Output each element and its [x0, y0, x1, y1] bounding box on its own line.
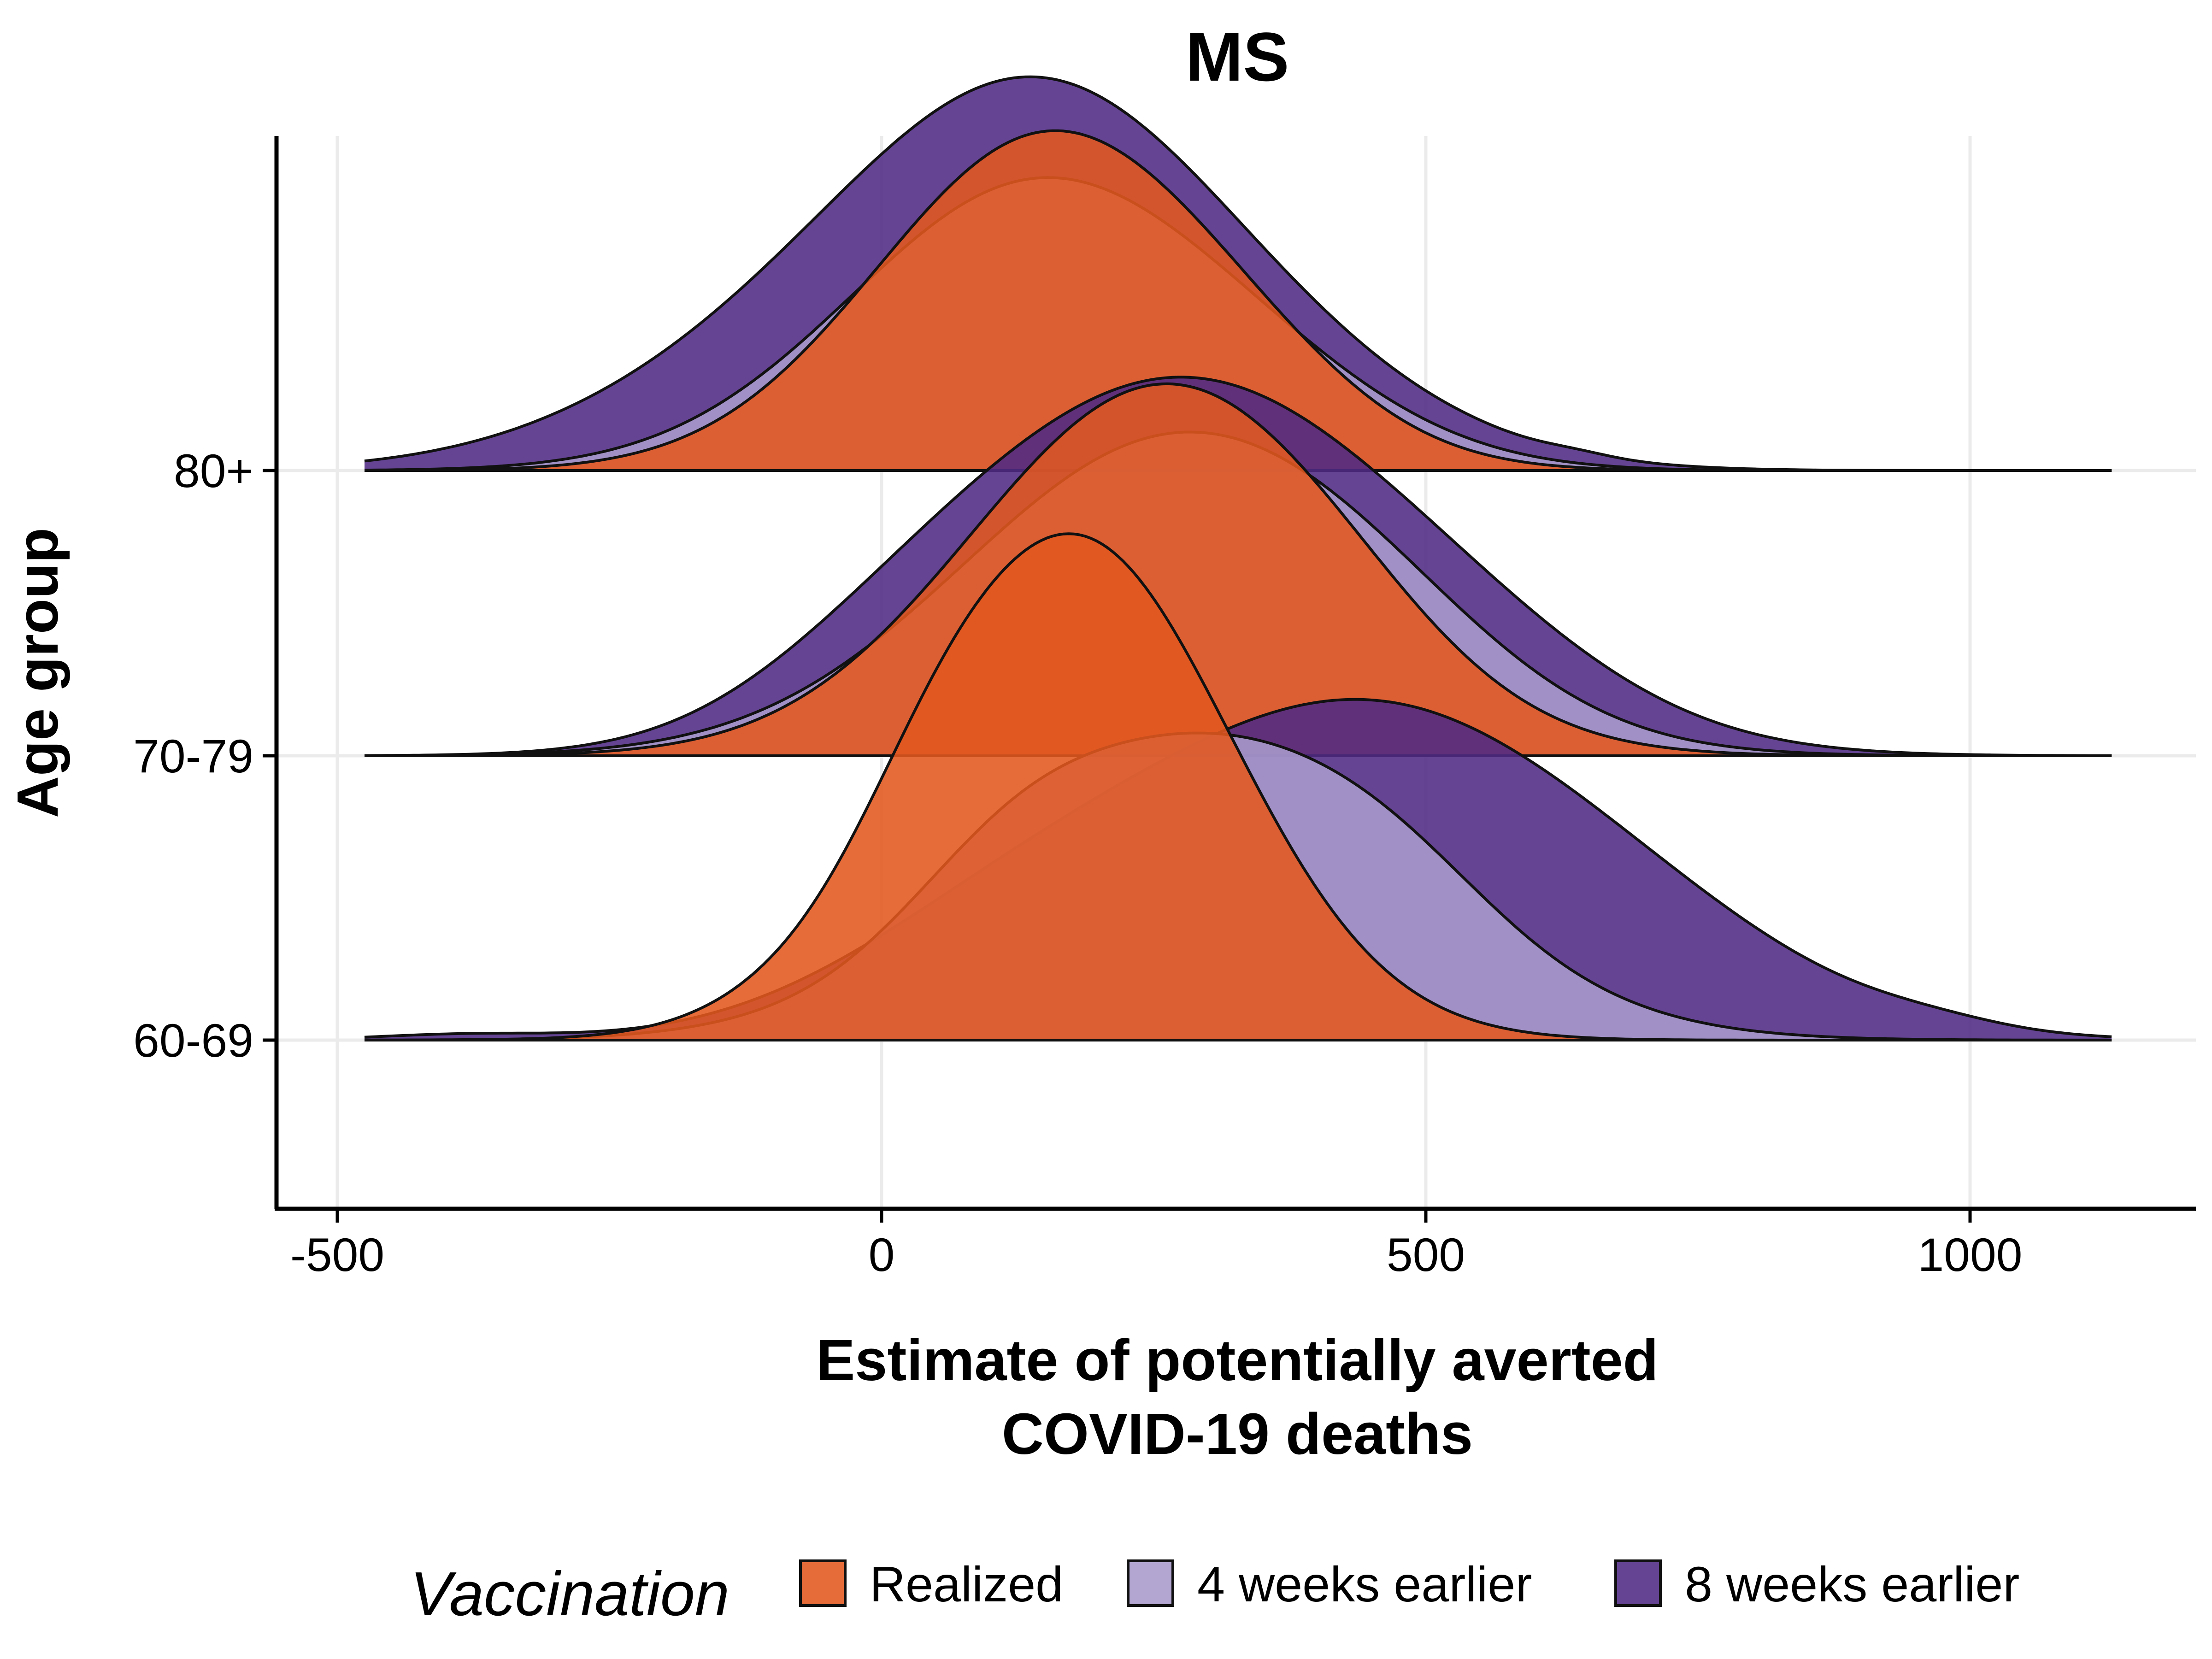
chart-title: MS — [1186, 18, 1289, 95]
x-tick-label: 0 — [869, 1229, 895, 1281]
legend-label-8-weeks-earlier: 8 weeks earlier — [1685, 1556, 2019, 1612]
y-tick-label: 60-69 — [133, 1014, 253, 1067]
x-axis-title-line-1: Estimate of potentially averted — [816, 1328, 1659, 1393]
legend-key-8-weeks-earlier — [1614, 1559, 1662, 1607]
axes — [274, 136, 2196, 1211]
legend-label-realized: Realized — [870, 1556, 1063, 1612]
y-tick-label: 70-79 — [133, 730, 253, 782]
x-tick-label: 1000 — [1918, 1229, 2023, 1281]
y-tick-label: 80+ — [174, 445, 253, 497]
x-tick-label: -500 — [290, 1229, 384, 1281]
x-axis-title-line-2: COVID-19 deaths — [1002, 1401, 1473, 1466]
legend-key-realized — [799, 1559, 847, 1607]
x-tick-label: 500 — [1387, 1229, 1465, 1281]
y-axis-title: Age group — [5, 528, 70, 818]
x-ticks: -500 0 500 1000 — [290, 1209, 2023, 1281]
ridge-70-79-8-weeks-earlier-outline — [365, 376, 2112, 757]
ridges — [364, 75, 2112, 1041]
legend-title: Vaccination — [410, 1559, 729, 1629]
legend-label-4-weeks-earlier: 4 weeks earlier — [1197, 1556, 1532, 1612]
ridge-80-realized-fill — [365, 130, 2112, 471]
ridge-60-69-realized-fill — [365, 534, 2112, 1040]
legend: Vaccination Realized 4 weeks earlier 8 wee… — [410, 1556, 2019, 1629]
ridge-70-79-realized-fill — [365, 383, 2112, 756]
y-ticks: 60-69 70-79 80+ — [133, 445, 276, 1067]
legend-key-4-weeks-earlier — [1127, 1559, 1174, 1607]
